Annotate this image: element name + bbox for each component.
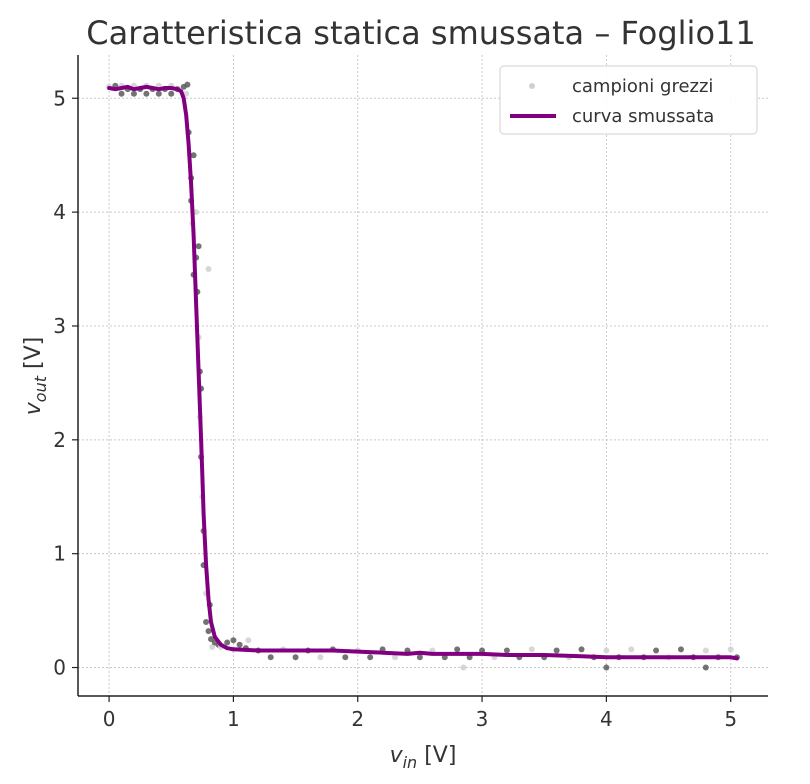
scatter-point-54 — [245, 637, 252, 644]
scatter-point-94 — [702, 664, 709, 671]
scatter-point-84 — [603, 647, 610, 654]
x-axis-ticks: 0 1 2 3 4 5 — [103, 696, 737, 731]
legend-label-raw: campioni grezzi — [572, 76, 713, 97]
chart-title: Caratteristica statica smussata – Foglio… — [86, 14, 755, 52]
y-tick-label-1: 1 — [53, 542, 66, 566]
scatter-point-62 — [342, 654, 349, 661]
scatter-point-96 — [727, 646, 734, 653]
x-tick-label-2: 2 — [351, 707, 364, 731]
legend-label-smooth: curva smussata — [572, 106, 714, 127]
scatter-point-60 — [317, 654, 324, 661]
y-tick-label-2: 2 — [53, 428, 66, 452]
scatter-point-66 — [392, 654, 399, 661]
scatter-point-91 — [677, 646, 684, 653]
scatter-point-45 — [209, 644, 216, 651]
scatter-point-71 — [454, 646, 461, 653]
scatter-point-50 — [230, 637, 237, 644]
scatter-point-52 — [236, 641, 243, 648]
scatter-point-49 — [224, 639, 231, 646]
scatter-point-25 — [190, 152, 197, 159]
scatter-point-89 — [653, 647, 660, 654]
legend-scatter-marker — [529, 83, 535, 89]
y-tick-label-5: 5 — [53, 86, 66, 110]
scatter-point-2 — [118, 90, 125, 97]
smooth-line-series — [107, 84, 739, 661]
x-axis-label: vin [V] — [390, 743, 457, 772]
axes — [77, 55, 768, 697]
scatter-point-82 — [578, 646, 585, 653]
scatter-point-78 — [528, 646, 535, 653]
scatter-point-8 — [143, 90, 150, 97]
x-tick-label-4: 4 — [600, 707, 613, 731]
scatter-point-87 — [628, 646, 635, 653]
x-tick-label-0: 0 — [103, 707, 116, 731]
legend-box — [499, 65, 758, 135]
x-tick-label-3: 3 — [476, 707, 489, 731]
smooth-curve-line — [107, 84, 739, 661]
scatter-point-27 — [193, 209, 200, 216]
legend: campioni grezzi curva smussata — [499, 65, 758, 135]
scatter-point-58 — [292, 654, 299, 661]
scatter-point-41 — [205, 628, 212, 635]
y-tick-label-3: 3 — [53, 314, 66, 338]
x-tick-label-5: 5 — [724, 707, 737, 731]
scatter-point-31 — [195, 243, 202, 250]
scatter-point-72 — [460, 664, 467, 671]
scatter-point-19 — [184, 81, 191, 88]
y-tick-label-0: 0 — [53, 656, 66, 680]
scatter-point-11 — [155, 90, 162, 97]
grid — [78, 55, 768, 696]
scatter-point-56 — [267, 654, 274, 661]
raw-scatter-series — [106, 81, 740, 671]
scatter-point-14 — [168, 90, 175, 97]
y-axis-label: vout [V] — [21, 337, 50, 415]
y-tick-label-4: 4 — [53, 200, 66, 224]
scatter-point-93 — [702, 647, 709, 654]
scatter-point-76 — [503, 647, 510, 654]
scatter-point-40 — [203, 618, 210, 625]
scatter-point-64 — [367, 654, 374, 661]
scatter-point-68 — [416, 654, 423, 661]
scatter-point-80 — [553, 647, 560, 654]
scatter-point-42 — [205, 266, 212, 273]
y-axis-ticks: 0 1 2 3 4 5 — [53, 86, 78, 680]
scatter-point-85 — [603, 664, 610, 671]
scatter-point-5 — [130, 90, 137, 97]
x-tick-label-1: 1 — [227, 707, 240, 731]
